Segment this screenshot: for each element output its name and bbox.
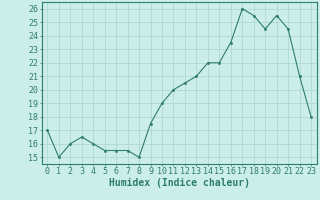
X-axis label: Humidex (Indice chaleur): Humidex (Indice chaleur) [109,178,250,188]
